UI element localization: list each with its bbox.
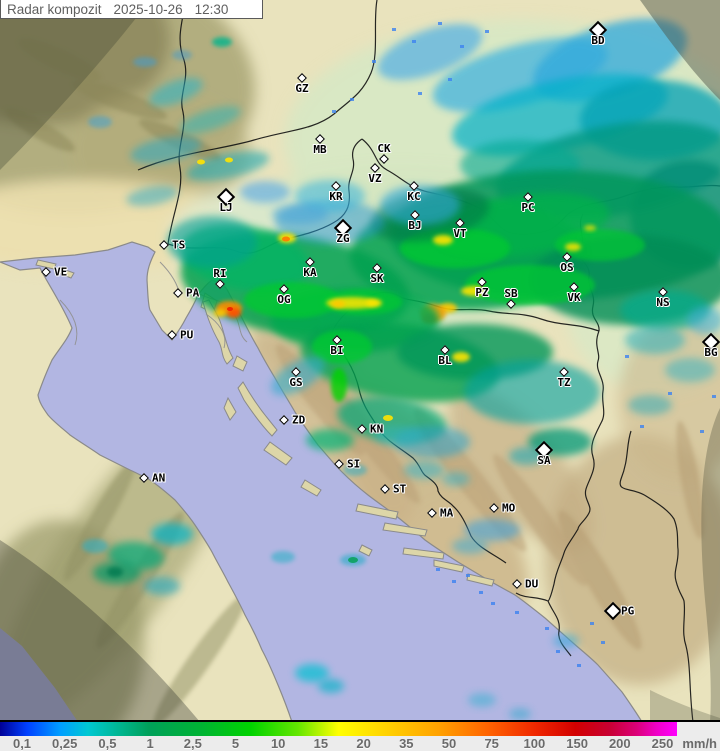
legend-tick: 200 [608, 736, 631, 751]
city-label: BG [704, 346, 718, 359]
app-title: Radar kompozit [7, 1, 102, 17]
city-label: BI [330, 344, 344, 357]
legend-tick: 5 [231, 736, 240, 751]
city-label: GZ [295, 82, 309, 95]
city-label: KR [329, 190, 343, 203]
city-label: MA [440, 506, 454, 520]
radar-map [0, 0, 720, 722]
diamond-icon [41, 267, 51, 277]
city-label: ZG [336, 232, 350, 245]
city-label: LJ [219, 201, 233, 214]
out-of-range-overlay [0, 0, 720, 722]
rain-speckles [302, 22, 716, 667]
city-label: ST [393, 482, 407, 496]
legend-tick: 0,5 [98, 736, 117, 751]
city-label: PU [180, 328, 194, 342]
legend-tick: 250 [651, 736, 674, 751]
legend-tick: 150 [566, 736, 588, 751]
city-label: BL [438, 354, 452, 367]
city-label: PG [621, 604, 635, 618]
city-layer: BD GZ MB CK VZ KR KC LJ PC BJ VT ZG TS OS KA SK VE RI PZ VK… [41, 20, 720, 621]
date-label: 2025-10-26 [113, 1, 183, 17]
diamond-icon [334, 459, 344, 469]
legend-tick: 100 [523, 736, 546, 751]
diamond-icon [380, 484, 390, 494]
city-label: OS [560, 261, 574, 274]
legend-unit-label: mm/h [682, 736, 717, 751]
city-label: MB [313, 143, 327, 156]
city-label: KN [370, 422, 384, 436]
diamond-icon [379, 154, 389, 164]
city-label: CK [377, 142, 391, 155]
diamond-icon [159, 240, 169, 250]
diamond-icon [357, 424, 367, 434]
legend-tick: 10 [270, 736, 286, 751]
diamond-icon [173, 288, 183, 298]
legend-tick: 50 [441, 736, 457, 751]
diamond-icon [139, 473, 149, 483]
city-label: PA [186, 286, 200, 300]
diamond-icon [215, 279, 225, 289]
city-label: PZ [475, 286, 489, 299]
diamond-icon [512, 579, 522, 589]
city-label: ZD [292, 413, 306, 427]
city-label: SK [370, 272, 384, 285]
city-label: SB [504, 287, 518, 300]
diamond-icon [427, 508, 437, 518]
title-bar: Radar kompozit 2025-10-26 12:30 [0, 0, 263, 19]
legend-tick: 35 [399, 736, 414, 751]
city-label: AN [152, 471, 166, 485]
city-label: PC [521, 201, 535, 214]
legend-tick: 75 [484, 736, 499, 751]
city-label: SA [537, 454, 551, 467]
legend-tick: 0,25 [52, 736, 78, 751]
legend-tick: 0,1 [12, 736, 32, 751]
legend-tick: 15 [313, 736, 329, 751]
legend-color-scale [0, 722, 677, 736]
city-label: BD [591, 34, 605, 47]
city-label: VK [567, 291, 581, 304]
legend-tick: 1 [146, 736, 154, 751]
diamond-icon [489, 503, 499, 513]
city-label: VE [54, 265, 68, 279]
city-label: MO [502, 501, 516, 515]
city-label: TZ [557, 376, 571, 389]
legend-tick: 20 [356, 736, 371, 751]
city-label: TS [172, 238, 186, 252]
city-label: OG [277, 293, 291, 306]
diamond-icon [167, 330, 177, 340]
precipitation-layer [82, 18, 720, 720]
city-label: KA [303, 266, 317, 279]
city-label: NS [656, 296, 670, 309]
city-label: VT [453, 227, 467, 240]
city-label: DU [525, 577, 539, 591]
legend: 0,1 0,25 0,5 1 2,5 5 10 15 20 35 50 75 100 150 200 250 … [0, 720, 720, 751]
city-label: VZ [368, 172, 382, 185]
city-label: KC [407, 190, 421, 203]
legend-tick: 2,5 [183, 736, 202, 751]
city-label: BJ [408, 219, 422, 232]
legend-ticks: 0,1 0,25 0,5 1 2,5 5 10 15 20 35 50 75 100 150 200 250 [0, 736, 720, 751]
time-label: 12:30 [194, 1, 229, 17]
diamond-icon [506, 299, 516, 309]
city-label: SI [347, 457, 361, 471]
diamond-icon [279, 415, 289, 425]
city-label: GS [289, 376, 303, 389]
corner-water [0, 628, 78, 722]
diamond-icon [603, 601, 623, 621]
city-label: RI [213, 267, 227, 280]
